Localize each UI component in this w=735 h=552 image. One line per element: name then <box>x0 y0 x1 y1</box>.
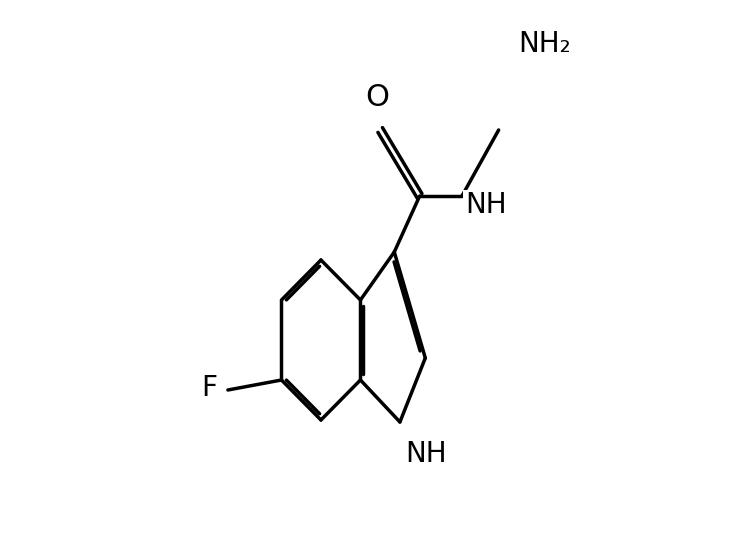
Text: O: O <box>365 83 390 112</box>
Text: F: F <box>201 374 218 402</box>
Text: NH: NH <box>406 440 447 468</box>
Text: NH₂: NH₂ <box>518 30 571 58</box>
Text: NH: NH <box>465 191 506 219</box>
